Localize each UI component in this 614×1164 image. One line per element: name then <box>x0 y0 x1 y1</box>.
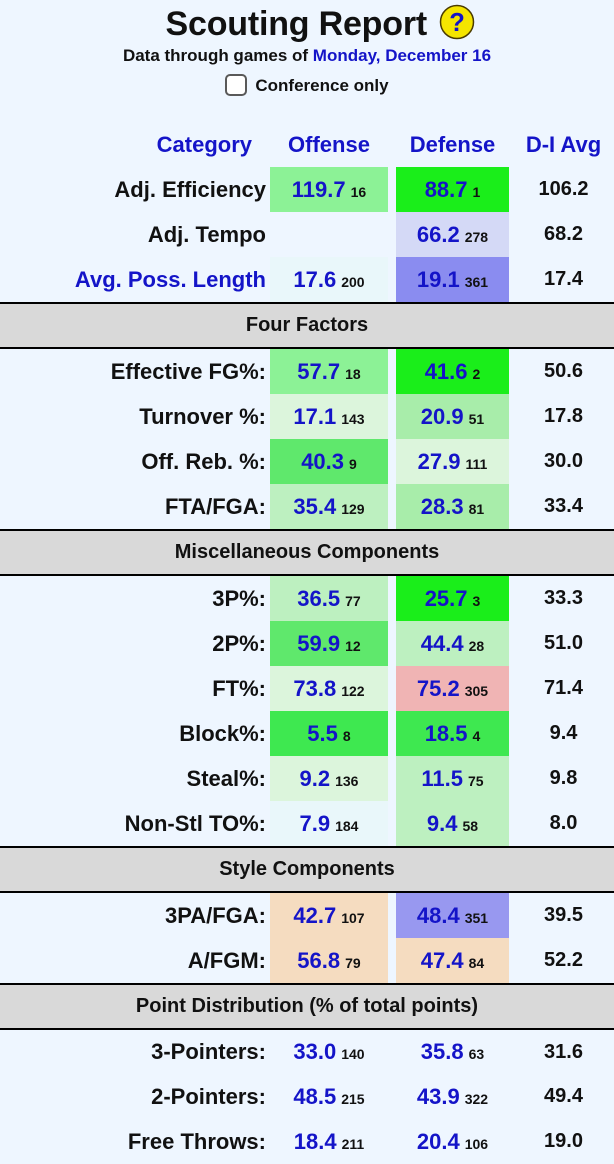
svg-text:?: ? <box>450 9 466 37</box>
